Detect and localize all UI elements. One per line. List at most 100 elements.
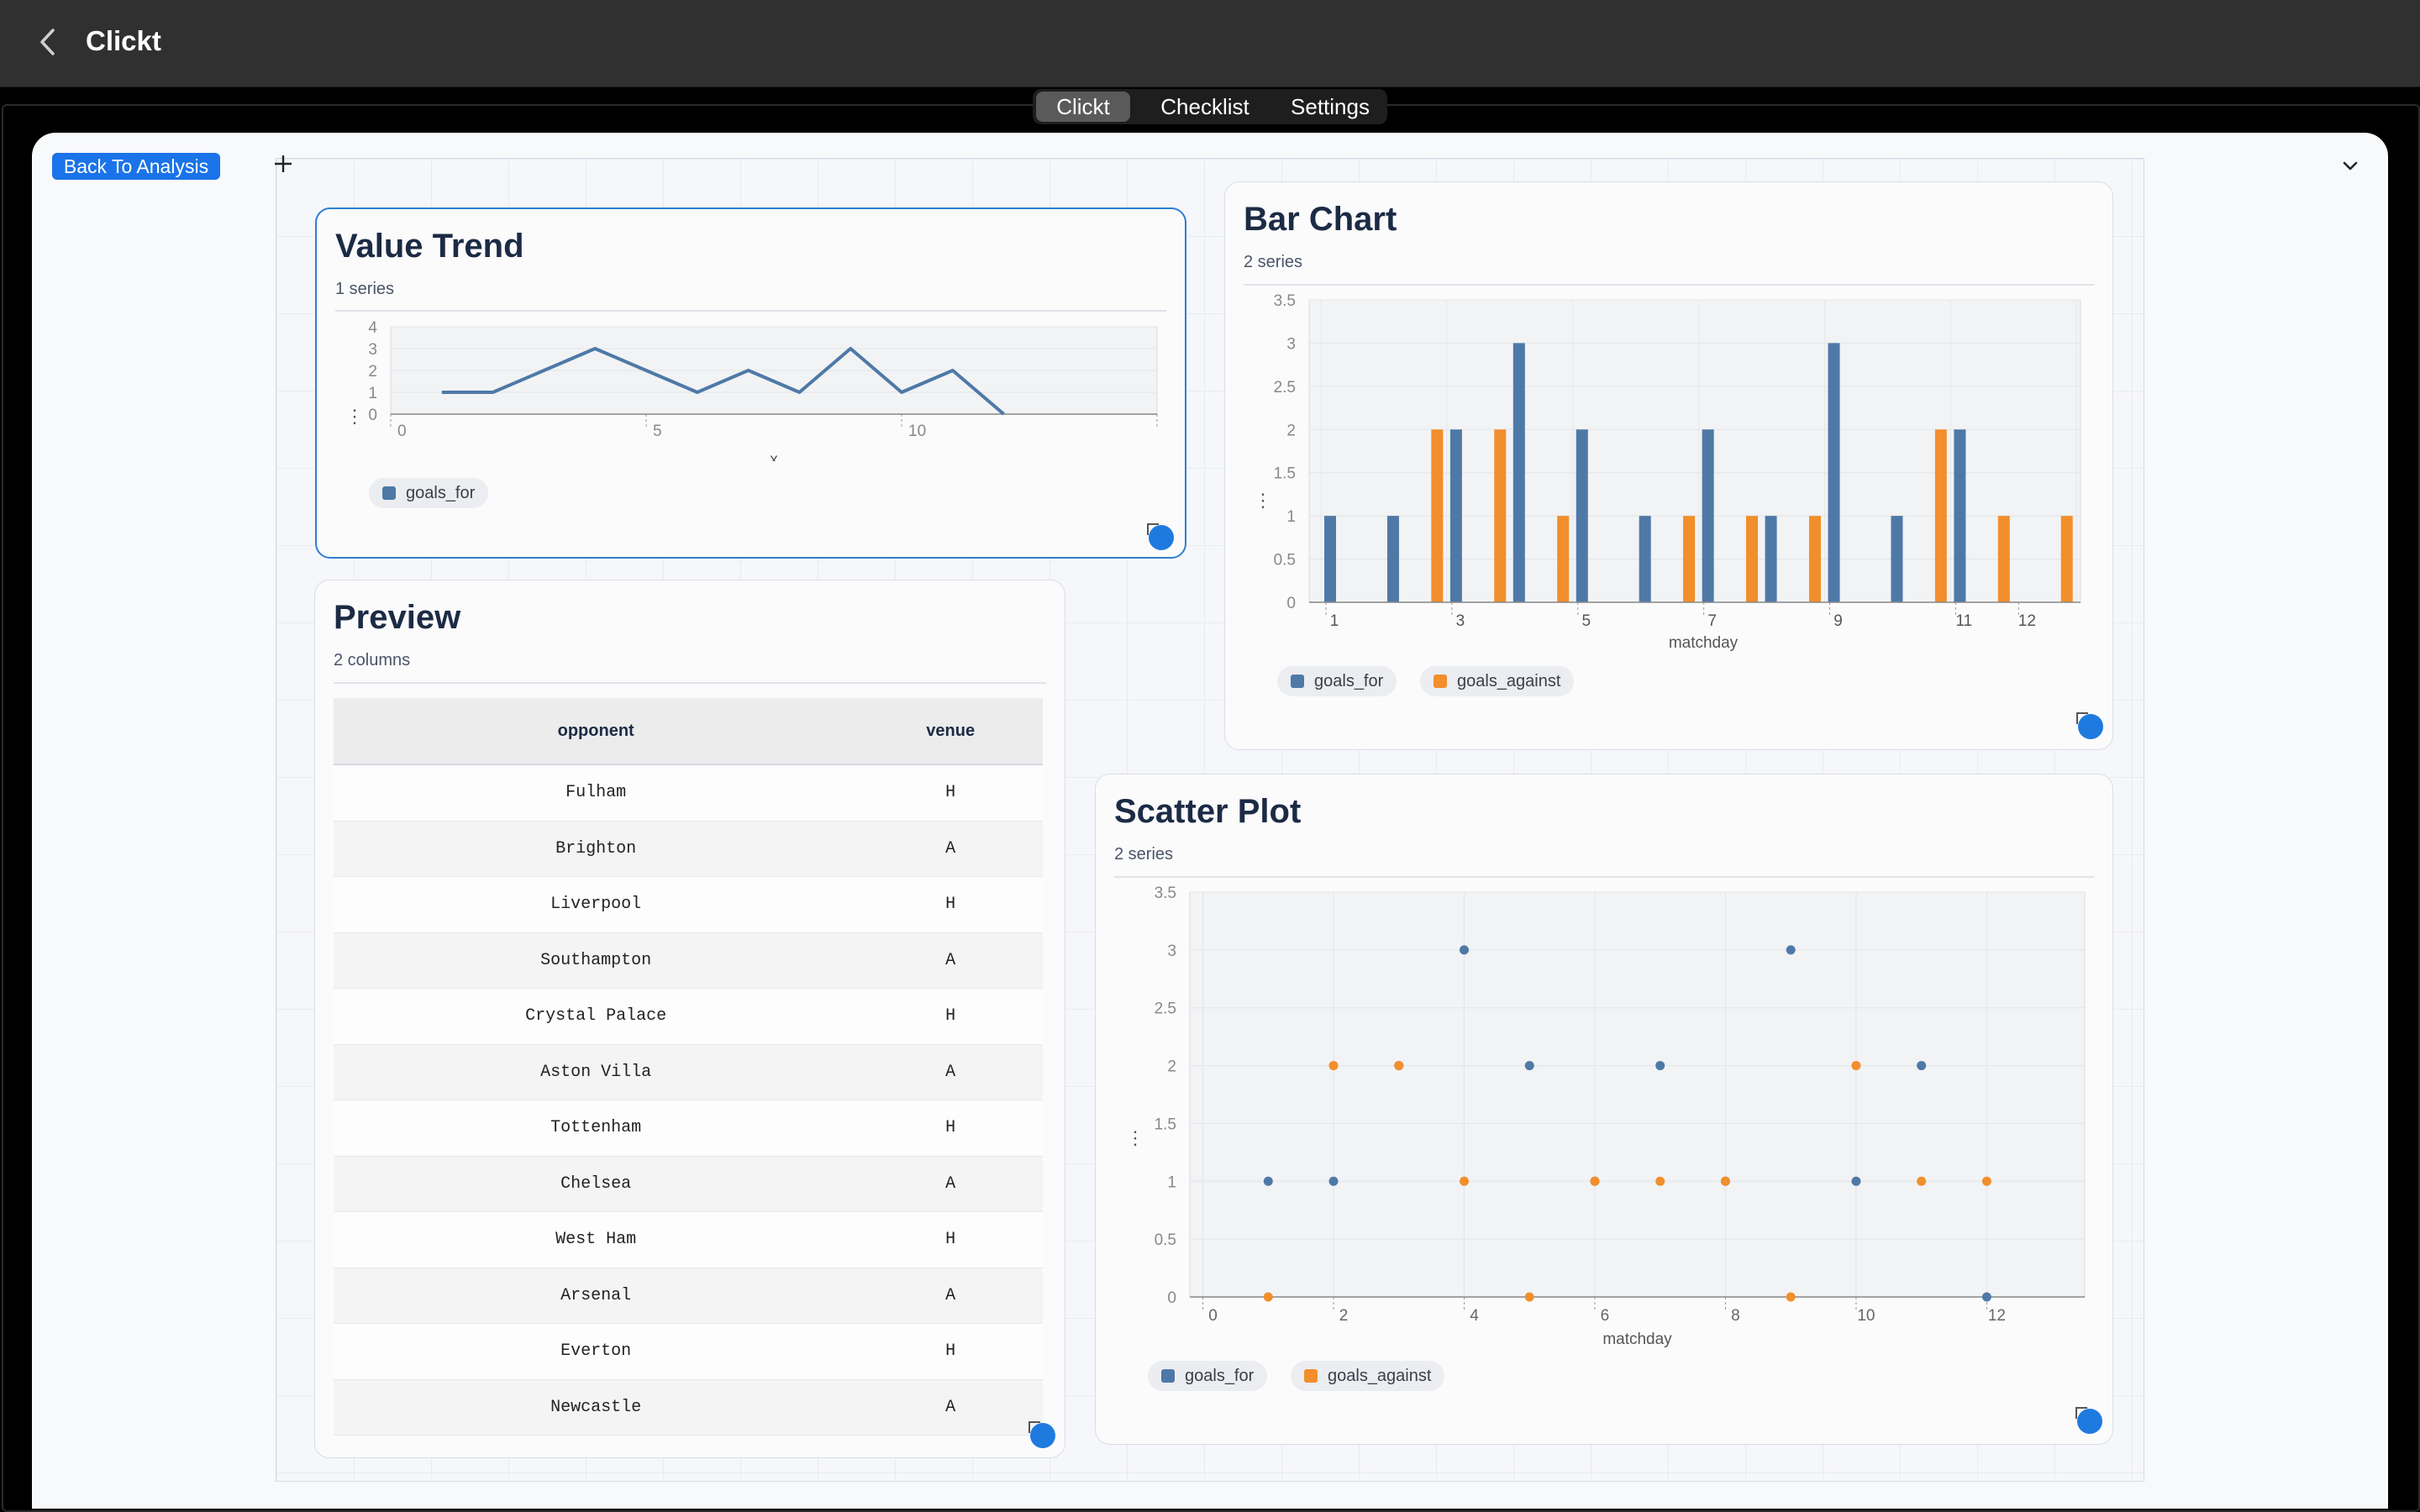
tab-checklist[interactable]: Checklist	[1160, 94, 1249, 119]
legend-goals-for[interactable]: goals_for	[369, 478, 489, 508]
point-goals_against	[1590, 1176, 1600, 1186]
column-header-venue[interactable]: venue	[858, 698, 1043, 765]
tab-clickt[interactable]: Clickt	[1036, 92, 1130, 122]
legend-swatch	[382, 486, 396, 500]
column-header-opponent[interactable]: opponent	[334, 698, 859, 765]
bar-goals_for	[1386, 516, 1399, 602]
point-goals_against	[1851, 1061, 1861, 1071]
bar-chart-card[interactable]: Bar Chart 2 series ⋮ 0 0.5 1 1.5 2 2.5 3 3.5 1 3 5…	[1224, 181, 2113, 750]
bar-goals_against	[1997, 516, 2010, 602]
resize-handle-icon[interactable]	[1149, 525, 1174, 550]
table-cell: Brighton	[334, 821, 859, 877]
table-header-row: opponent venue	[334, 698, 1043, 765]
resize-corner-icon	[1147, 523, 1159, 535]
bar-goals_for	[1576, 429, 1588, 602]
table-row[interactable]: Tottenham H	[334, 1100, 1043, 1157]
resize-corner-icon	[1028, 1421, 1040, 1433]
preview-table: opponent venue Fulham H Brighton A Liverpo…	[334, 698, 1043, 1436]
title-bar: Clickt	[0, 0, 2420, 87]
table-cell: Chelsea	[334, 1156, 859, 1212]
y-tick-label: 2	[1286, 422, 1296, 439]
x-tick-label: 5	[653, 423, 662, 440]
table-row[interactable]: Liverpool H	[334, 876, 1043, 933]
legend-swatch	[1291, 675, 1304, 688]
chevron-down-icon[interactable]	[2341, 156, 2360, 175]
legend-goals-for[interactable]: goals_for	[1277, 666, 1397, 696]
table-row[interactable]: Brighton A	[334, 821, 1043, 877]
point-goals_against	[1394, 1061, 1404, 1071]
menu-dots-icon[interactable]: ⋮	[1254, 490, 1272, 511]
bar-goals_against	[1683, 516, 1696, 602]
bar-goals_for	[1512, 343, 1525, 602]
back-to-analysis-button[interactable]: Back To Analysis	[52, 153, 220, 180]
plus-icon[interactable]	[273, 154, 293, 174]
x-tick-label: 6	[1601, 1307, 1610, 1325]
menu-dots-icon[interactable]: ⋮	[1126, 1127, 1144, 1148]
x-tick-label: 5	[1581, 612, 1591, 630]
value-trend-card[interactable]: Value Trend 1 series ⋮ 0 1 2 3 4 0 5 10 x goals_…	[315, 207, 1186, 559]
table-cell: H	[858, 1211, 1043, 1268]
x-tick-label: 2	[1339, 1307, 1349, 1325]
table-row[interactable]: Southampton A	[334, 932, 1043, 989]
table-row[interactable]: Newcastle A	[334, 1379, 1043, 1436]
tab-settings[interactable]: Settings	[1291, 94, 1370, 119]
x-axis-label: matchday	[1602, 1331, 1672, 1348]
series-line-goals_for	[441, 347, 1005, 416]
point-goals_for	[1459, 945, 1469, 955]
point-goals_against	[1524, 1292, 1534, 1302]
card-subtitle: 2 series	[1244, 253, 1303, 271]
table-row[interactable]: West Ham H	[334, 1211, 1043, 1268]
table-row[interactable]: Arsenal A	[334, 1268, 1043, 1324]
legend-goals-against[interactable]: goals_against	[1291, 1361, 1445, 1391]
table-row[interactable]: Crystal Palace H	[334, 988, 1043, 1045]
table-cell: Everton	[334, 1323, 859, 1380]
point-goals_against	[1981, 1176, 1991, 1186]
point-goals_for	[1328, 1176, 1339, 1186]
resize-handle-icon[interactable]	[2077, 1409, 2102, 1434]
bar-goals_for	[1639, 516, 1651, 602]
resize-handle-icon[interactable]	[1030, 1423, 1055, 1448]
tab-bar: Clickt Checklist Settings	[1033, 89, 1387, 124]
table-row[interactable]: Everton H	[334, 1323, 1043, 1380]
bar-goals_against	[1494, 429, 1507, 602]
preview-card[interactable]: Preview 2 columns opponent venue Fulham H…	[314, 580, 1065, 1458]
resize-corner-icon	[2076, 712, 2088, 724]
x-tick-label: 4	[1470, 1307, 1479, 1325]
plot-area	[1189, 891, 2086, 1298]
x-axis-label: matchday	[1669, 634, 1739, 652]
menu-dots-icon[interactable]: ⋮	[345, 406, 364, 427]
divider	[335, 310, 1166, 312]
resize-corner-icon	[2075, 1407, 2087, 1419]
bar-goals_for	[1449, 429, 1462, 602]
app-title: Clickt	[86, 25, 161, 56]
x-tick-label: 10	[908, 423, 926, 440]
table-row[interactable]: Aston Villa A	[334, 1044, 1043, 1100]
table-cell: Crystal Palace	[334, 988, 859, 1045]
y-tick-label: 2.5	[1274, 379, 1296, 396]
bar-goals_for	[1324, 516, 1336, 602]
card-title: Scatter Plot	[1114, 793, 1302, 830]
y-tick-label: 4	[368, 319, 377, 337]
legend-label: goals_for	[1185, 1367, 1255, 1385]
legend-swatch	[1434, 675, 1447, 688]
divider	[1244, 284, 2094, 286]
legend-goals-for[interactable]: goals_for	[1148, 1361, 1268, 1391]
scatter-plot-card[interactable]: Scatter Plot 2 series ⋮ 0 0.5 1 1.5 2 2.5 3 3.5…	[1095, 774, 2113, 1445]
x-tick-label: 3	[1456, 612, 1465, 630]
back-arrow-icon[interactable]	[32, 25, 66, 59]
table-row[interactable]: Chelsea A	[334, 1156, 1043, 1212]
y-tick-label: 3	[368, 341, 377, 359]
y-tick-label: 3.5	[1274, 292, 1296, 310]
legend-goals-against[interactable]: goals_against	[1420, 666, 1575, 696]
legend-label: goals_against	[1457, 672, 1561, 690]
x-tick-label: 12	[2018, 612, 2036, 630]
table-cell: Liverpool	[334, 876, 859, 933]
legend-label: goals_for	[1314, 672, 1384, 690]
point-goals_for	[1263, 1176, 1273, 1186]
y-tick-label: 1	[368, 385, 377, 402]
table-cell: H	[858, 1100, 1043, 1157]
y-tick-label: 0.5	[1155, 1231, 1176, 1249]
card-title: Value Trend	[335, 228, 524, 265]
table-row[interactable]: Fulham H	[334, 764, 1043, 822]
resize-handle-icon[interactable]	[2078, 714, 2103, 739]
